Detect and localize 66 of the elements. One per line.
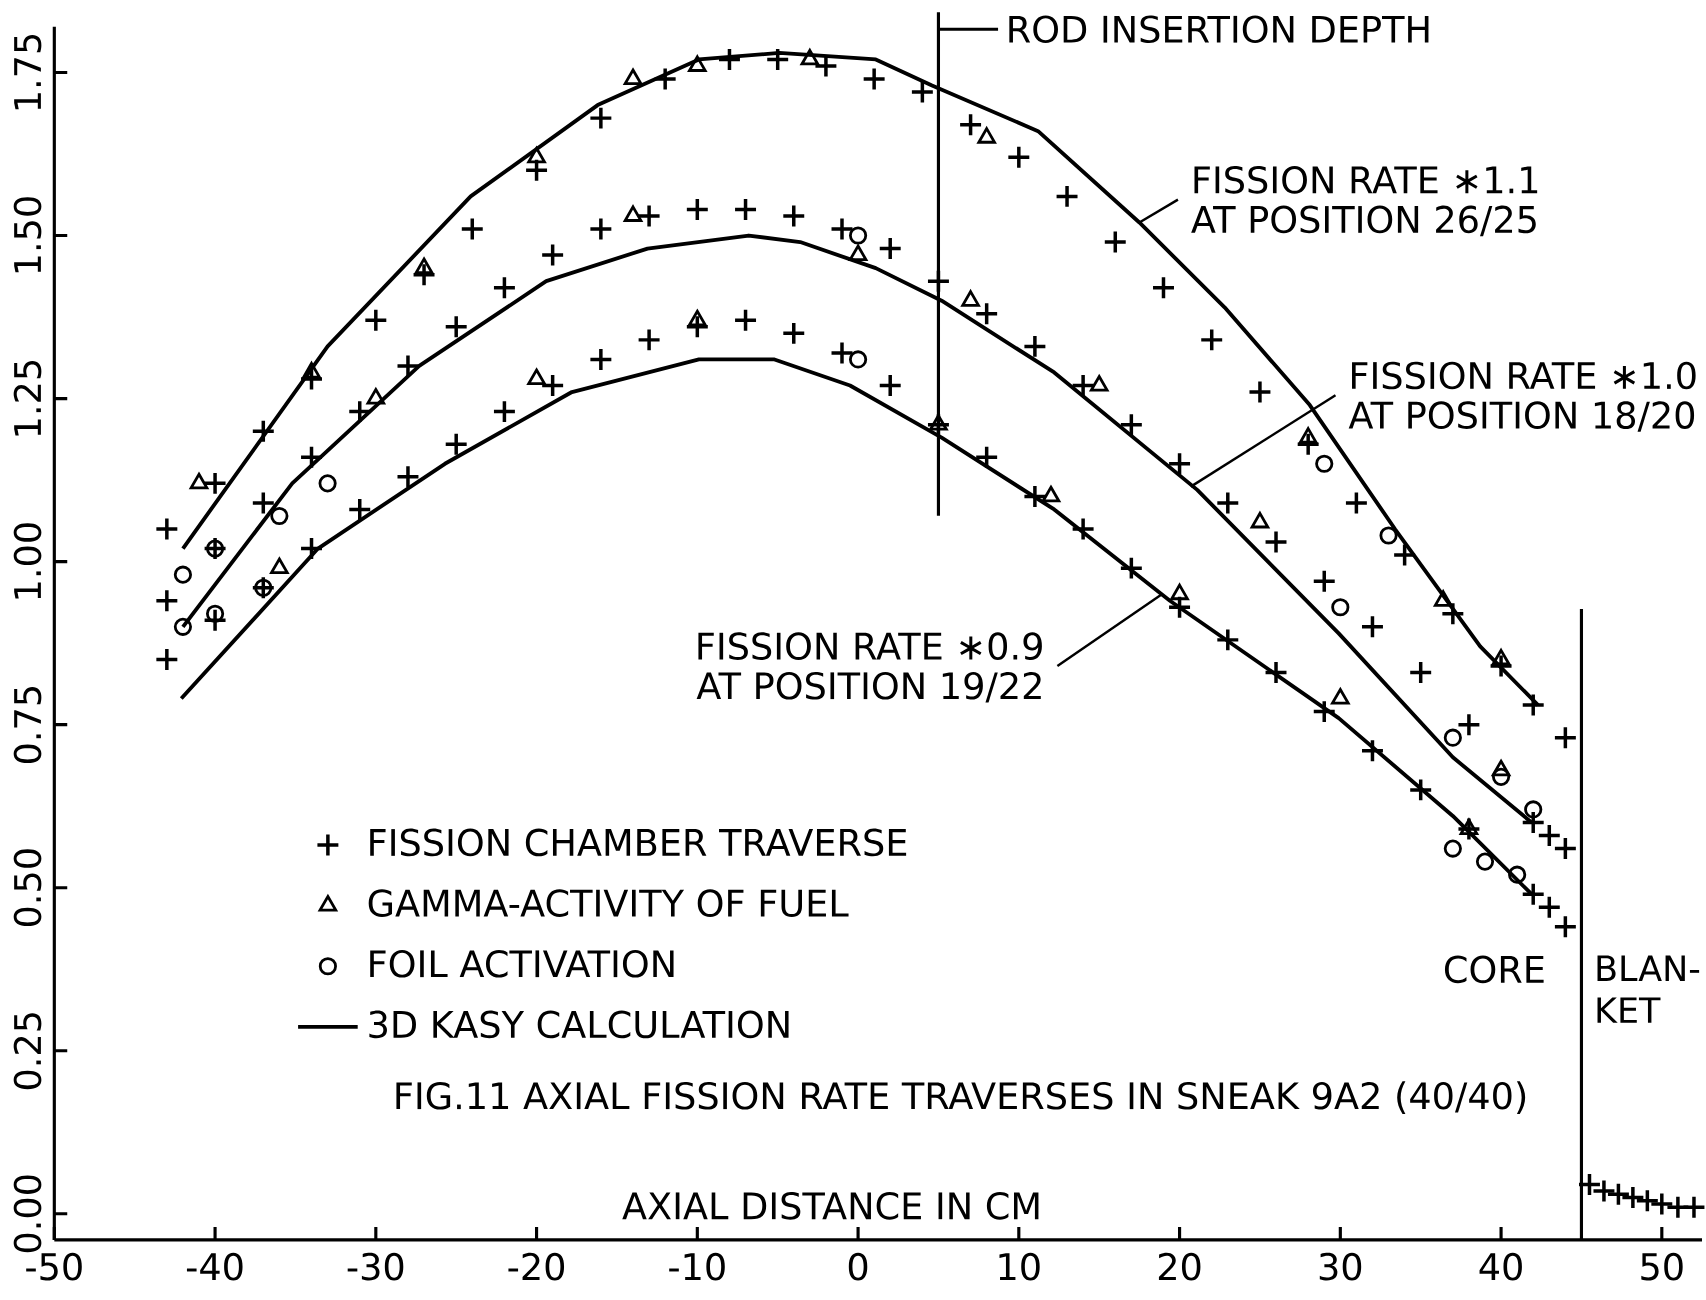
- annotation: AT POSITION 26/25: [1191, 205, 1536, 236]
- legend-label: 3D KASY CALCULATION: [369, 1010, 789, 1039]
- point: [527, 368, 546, 385]
- x-tick-label: 40: [1479, 1252, 1522, 1281]
- x-tick-label: 50: [1641, 1252, 1683, 1281]
- point: [929, 413, 948, 431]
- point: [800, 48, 820, 66]
- point: [1508, 865, 1527, 884]
- x-tick-label: 0: [848, 1252, 868, 1281]
- point: [270, 557, 289, 574]
- y-tick-label: 0.25: [13, 1012, 42, 1089]
- point: [688, 55, 707, 72]
- point: [318, 474, 337, 493]
- x-axis-title: AXIAL DISTANCE IN CM: [622, 1191, 1039, 1220]
- annotation: FISSION RATE ∗1.1: [1194, 165, 1538, 194]
- annotation: AT POSITION 19/22: [696, 671, 1041, 703]
- x-tick-label: -50: [26, 1252, 82, 1281]
- point: [623, 68, 643, 85]
- x-tick-label: -40: [186, 1252, 243, 1281]
- point: [270, 506, 289, 525]
- annotation: FISSION RATE ∗0.9: [698, 632, 1042, 660]
- point: [173, 565, 193, 584]
- x-tick-label: 30: [1319, 1252, 1362, 1281]
- y-tick-label: 1.75: [14, 34, 42, 110]
- point: [1331, 597, 1350, 617]
- point: [961, 290, 980, 307]
- point: [1315, 454, 1334, 473]
- point: [623, 205, 643, 222]
- annotation: FISSION RATE ∗1.0: [1352, 361, 1696, 390]
- point: [189, 472, 209, 490]
- legend-label: FOIL ACTIVATION: [370, 949, 674, 978]
- ref-line-label: ROD INSERTION DEPTH: [1009, 15, 1429, 43]
- text: FIG.11 AXIAL FISSION RATE TRAVERSES IN SNEAK 9A2 (40/40): [396, 1081, 1526, 1114]
- point: [1433, 590, 1453, 607]
- point: [527, 146, 546, 163]
- point: [1379, 526, 1398, 545]
- legend-label: GAMMA-ACTIVITY OF FUEL: [368, 889, 849, 917]
- point: [1491, 767, 1511, 786]
- point: [1443, 728, 1462, 747]
- point: [977, 126, 996, 144]
- x-tick-label: -20: [508, 1252, 565, 1281]
- point: [1041, 485, 1061, 503]
- y-tick-label: 0.00: [13, 1175, 42, 1252]
- y-tick-label: 1.00: [13, 523, 42, 599]
- point: [1475, 852, 1495, 871]
- annotation: AT POSITION 18/20: [1348, 401, 1695, 432]
- y-tick-label: 0.50: [13, 849, 42, 926]
- point: [848, 244, 868, 261]
- y-tick-label: 1.50: [13, 196, 42, 273]
- x-tick-label: 20: [1158, 1252, 1201, 1281]
- y-tick-label: 0.75: [13, 686, 42, 763]
- point: [1250, 511, 1270, 529]
- point: [1170, 583, 1189, 600]
- point: [366, 387, 386, 405]
- legend-label: FISSION CHAMBER TRAVERSE: [370, 828, 907, 857]
- point: [173, 617, 193, 636]
- x-tick-label: -30: [347, 1252, 404, 1281]
- x-tick-label: -10: [669, 1252, 725, 1281]
- annotation: BLAN-KET: [1597, 955, 1700, 1023]
- y-tick-label: 1.25: [13, 360, 42, 436]
- point: [1331, 687, 1350, 705]
- point: [1443, 839, 1462, 858]
- ref-line-label: CORE: [1444, 955, 1544, 983]
- x-tick-label: 10: [999, 1252, 1040, 1281]
- point: [1089, 374, 1109, 392]
- point: [1491, 759, 1511, 777]
